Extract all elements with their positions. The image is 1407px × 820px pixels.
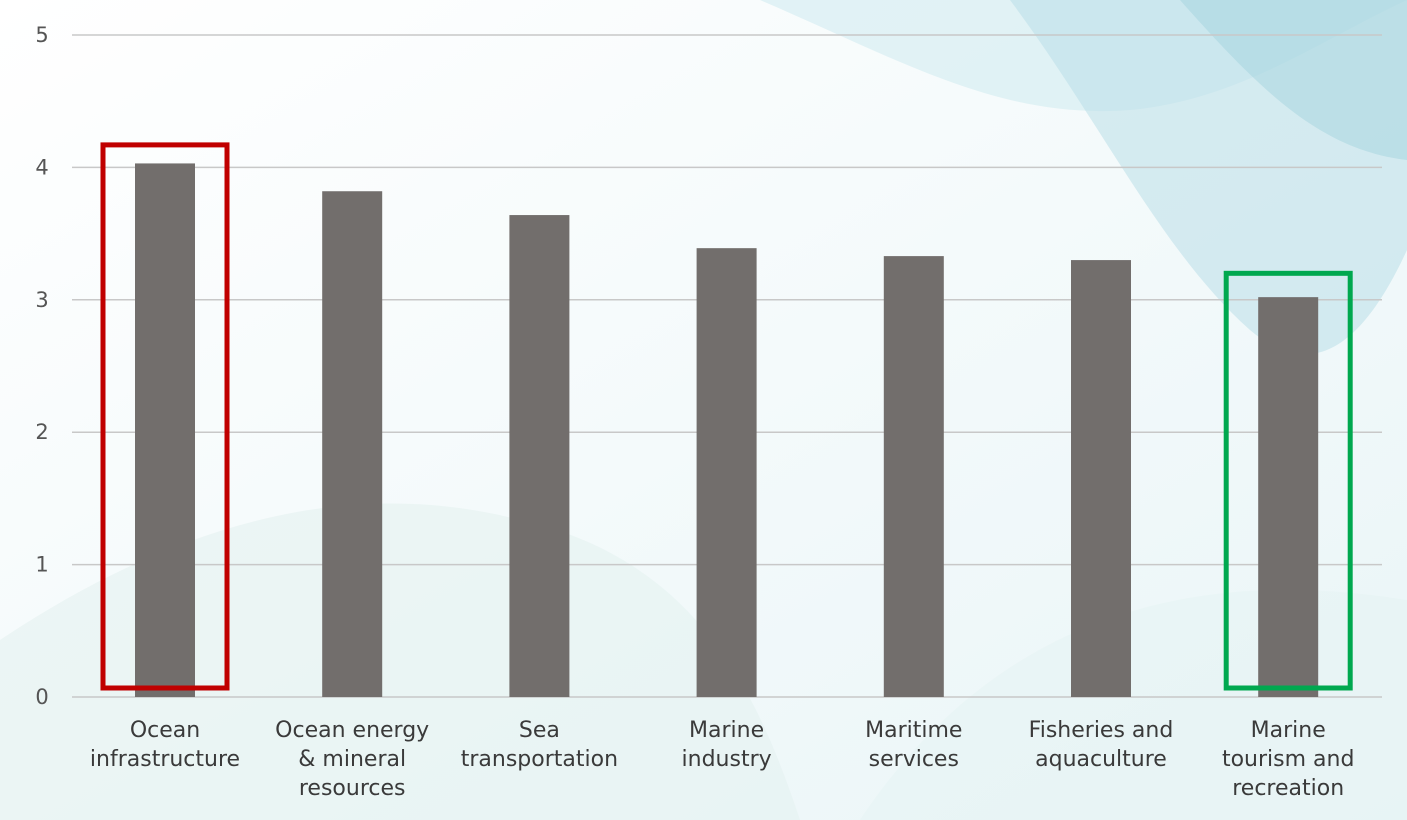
x-tick-label-line: Marine xyxy=(689,718,764,743)
bar xyxy=(135,163,195,698)
y-tick-label: 1 xyxy=(35,553,48,577)
bars xyxy=(135,163,1319,698)
x-tick-label-line: infrastructure xyxy=(90,747,240,772)
x-tick-label-line: industry xyxy=(682,747,772,772)
x-tick-label-line: Sea xyxy=(519,718,560,743)
x-tick-label: Ocean infrastructure xyxy=(90,718,240,772)
highlight-box xyxy=(100,142,230,691)
x-tick-label: Marine industry xyxy=(682,718,772,772)
x-tick-label-line: Marine xyxy=(1251,718,1326,743)
y-axis-ticks: 0 1 2 3 4 5 xyxy=(35,23,48,709)
x-tick-label: Ocean energy & mineral resources xyxy=(275,718,429,801)
x-tick-label: Fisheries and aquaculture xyxy=(1029,718,1174,772)
x-tick-label-line: tourism and xyxy=(1222,747,1354,772)
x-tick-label: Sea transportation xyxy=(461,718,618,772)
x-tick-label-line: recreation xyxy=(1232,776,1344,801)
y-tick-label: 0 xyxy=(35,685,48,709)
y-tick-label: 5 xyxy=(35,23,48,47)
highlight-box xyxy=(1223,270,1353,691)
x-tick-label-line: Ocean energy xyxy=(275,718,429,743)
bar xyxy=(1071,260,1131,697)
bar xyxy=(509,215,570,697)
x-axis-labels: Ocean infrastructure Ocean energy & mineral… xyxy=(90,718,1355,801)
y-tick-label: 2 xyxy=(35,420,48,444)
x-tick-label-line: aquaculture xyxy=(1035,747,1167,772)
x-tick-label-line: Fisheries and xyxy=(1029,718,1174,743)
x-tick-label-line: Ocean xyxy=(130,718,200,743)
y-tick-label: 3 xyxy=(35,288,48,312)
x-tick-label-line: & mineral xyxy=(298,747,406,772)
x-tick-label-line: Maritime xyxy=(865,718,962,743)
bar xyxy=(322,191,383,697)
x-tick-label: Maritime services xyxy=(865,718,962,772)
x-tick-label-line: transportation xyxy=(461,747,618,772)
bar xyxy=(883,256,944,697)
bar xyxy=(1258,297,1319,697)
highlight-boxes xyxy=(100,142,1353,691)
x-tick-label: Marine tourism and recreation xyxy=(1222,718,1354,801)
bar xyxy=(696,248,757,697)
x-tick-label-line: resources xyxy=(299,776,406,801)
y-tick-label: 4 xyxy=(35,155,48,179)
x-tick-label-line: services xyxy=(869,747,959,772)
